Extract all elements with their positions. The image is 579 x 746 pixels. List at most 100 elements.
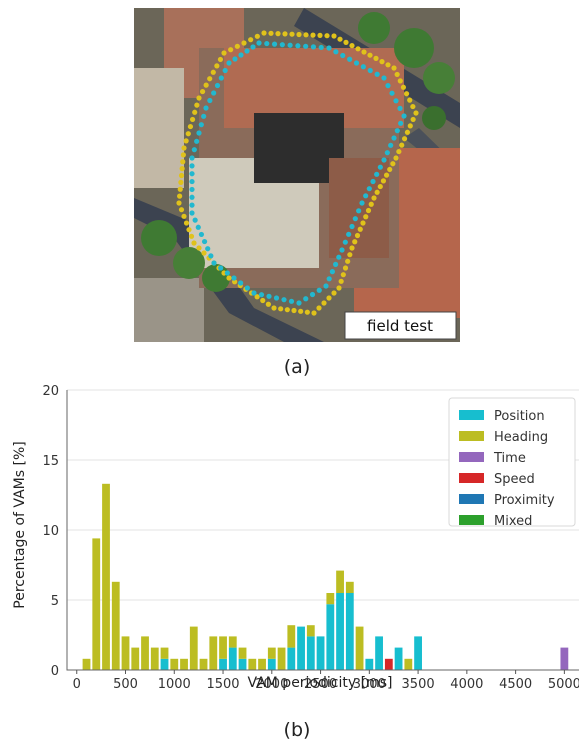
trail-dot (185, 131, 191, 137)
trail-dot (349, 43, 355, 49)
trail-dot (333, 261, 339, 267)
trail-dot (398, 120, 404, 126)
trail-dot (218, 75, 224, 81)
chart-axes (66, 390, 579, 671)
bar-position (228, 647, 237, 670)
trail-dot (241, 40, 247, 46)
trail-dot (278, 306, 284, 312)
bar-heading (111, 581, 120, 670)
bar-heading (248, 658, 257, 670)
tree (358, 12, 390, 44)
trail-dot (338, 278, 344, 284)
trail-dot (381, 157, 387, 163)
trail-dot (340, 52, 346, 59)
trail-dot (346, 231, 352, 237)
trail-dot (189, 186, 195, 193)
trail-dot (181, 213, 187, 219)
trail-dot (310, 32, 316, 38)
trail-dot (366, 186, 372, 192)
bar-heading (180, 658, 188, 670)
trail-dot (196, 245, 202, 251)
bar-heading (92, 538, 101, 670)
bar-position (414, 636, 422, 670)
trail-dot (391, 135, 397, 141)
trail-dot (198, 122, 204, 128)
trail-dot (303, 296, 309, 302)
trail-dot (379, 59, 385, 65)
trail-dot (361, 49, 367, 55)
legend-swatch (459, 515, 484, 525)
trail-dot (208, 253, 214, 259)
trail-dot (201, 238, 208, 245)
trail-dot (396, 148, 402, 155)
bar-position (287, 647, 296, 670)
bar-heading (277, 647, 286, 670)
bar-position (375, 636, 383, 670)
x-tick-label: 1500 (206, 677, 239, 692)
trail-dot (331, 33, 337, 39)
legend-swatch (459, 452, 484, 462)
trail-dot (195, 224, 201, 230)
trail-dot (349, 223, 355, 230)
trail-dot (275, 31, 281, 37)
bar-position (345, 593, 354, 670)
bar-heading (219, 636, 227, 659)
trail-dot (177, 193, 183, 199)
trail-dot (179, 166, 185, 172)
trail-dot (271, 305, 277, 311)
trail-dot (357, 226, 363, 232)
trail-dot (377, 164, 383, 170)
trail-dot (326, 45, 332, 51)
bar-position (267, 658, 276, 670)
trail-dot (296, 31, 302, 38)
trail-dot (403, 91, 410, 97)
trail-dot (189, 178, 195, 185)
chart-grid (67, 389, 579, 601)
building-bottom-left (134, 278, 204, 342)
legend-label: Proximity (494, 493, 555, 508)
trail-dot (264, 40, 270, 47)
trail-dot (326, 295, 332, 301)
x-tick-label: 500 (113, 677, 138, 692)
trail-dot (211, 260, 217, 266)
trail-dot (196, 95, 202, 101)
x-tick-label: 0 (73, 677, 81, 692)
trail-dot (261, 30, 267, 36)
bar-heading (82, 658, 91, 670)
trail-dot (178, 207, 185, 213)
trail-dot (194, 102, 200, 108)
tree (141, 220, 177, 256)
caption-b: (b) (283, 719, 311, 741)
trail-dot (207, 76, 213, 82)
building-left (134, 68, 184, 188)
bar-heading (150, 647, 159, 670)
trail-dot (389, 90, 395, 96)
trail-dot (404, 129, 411, 135)
x-tick-label: 4500 (499, 677, 532, 692)
trail-dot (368, 201, 374, 207)
trail-dot (189, 116, 196, 123)
trail-dot (268, 30, 274, 36)
trail-dot (331, 290, 337, 296)
trail-dot (355, 46, 361, 52)
trail-dot (189, 163, 195, 169)
bar-heading (336, 570, 344, 593)
trail-dot (394, 71, 400, 78)
trail-dot (203, 82, 209, 88)
trail-dot (342, 239, 348, 245)
roof-south-east (329, 158, 389, 258)
bar-position (297, 626, 305, 670)
trail-dot (321, 300, 327, 306)
trail-dot (191, 240, 197, 246)
trail-dot (199, 88, 206, 95)
y-tick-label: 0 (51, 664, 59, 679)
bar-heading (141, 636, 149, 670)
road-bottom (134, 198, 324, 342)
trail-dot (198, 231, 205, 238)
legend-swatch (459, 431, 484, 441)
trail-dot (401, 136, 408, 142)
trail-dot (347, 252, 353, 258)
trail-dot (393, 155, 399, 161)
bar-heading (287, 625, 296, 648)
trail-dot (383, 172, 390, 178)
